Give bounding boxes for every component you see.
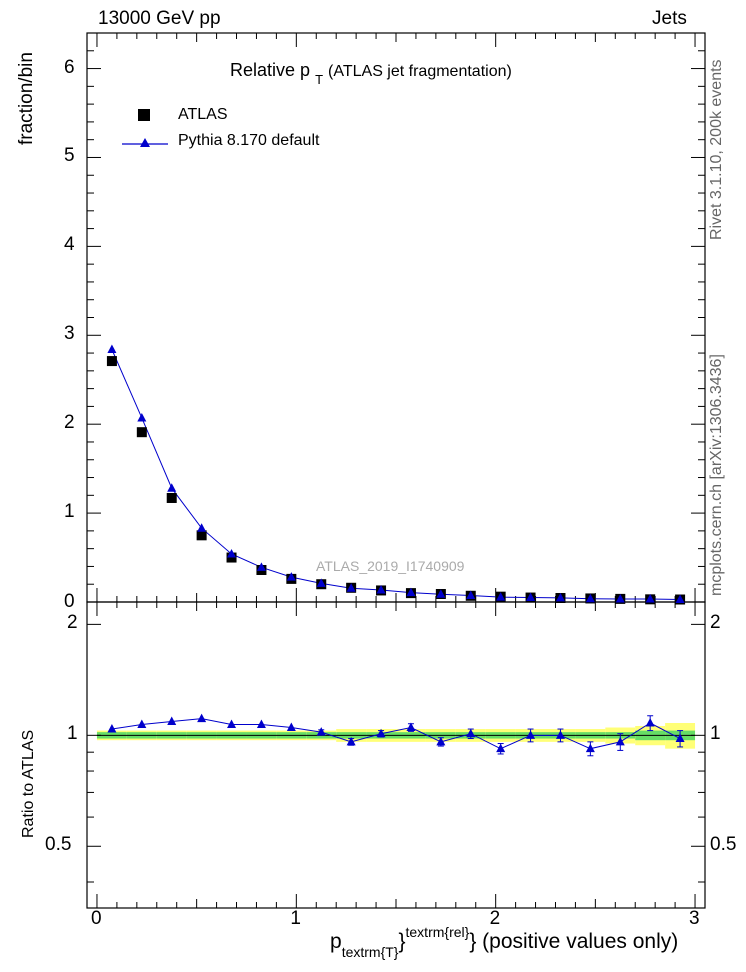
ratio-mc-point (436, 736, 446, 746)
ratio-mc-point (346, 736, 356, 746)
x-label-brace: } (398, 930, 406, 953)
mc-point (555, 592, 565, 602)
header-left: 13000 GeV pp (98, 8, 221, 29)
title-sub: T (315, 72, 324, 87)
ratio-y-tick-label-right: 0.5 (710, 834, 737, 856)
ratio-mc-point (286, 722, 296, 732)
main-y-tick-label: 3 (64, 323, 75, 345)
ratio-y-tick-label: 2 (67, 612, 78, 634)
ratio-mc-point (496, 743, 506, 753)
ratio-mc-point (555, 730, 565, 739)
mc-point (466, 590, 476, 600)
legend-mc-label: Pythia 8.170 default (178, 132, 320, 149)
ratio-mc-point (645, 718, 655, 727)
title-rest: (ATLAS jet fragmentation) (328, 63, 512, 80)
main-y-tick-label: 1 (64, 501, 75, 523)
mc-point (256, 562, 266, 571)
legend-data-marker (138, 109, 150, 121)
ratio-y-tick-label: 1 (67, 723, 78, 745)
ratio-mc-point (585, 743, 595, 753)
mc-point (227, 548, 237, 558)
ratio-mc-point (316, 727, 326, 736)
main-y-tick-label: 0 (64, 591, 75, 612)
mc-point (436, 589, 446, 598)
mc-point (107, 344, 117, 354)
title-main: Relative p (230, 60, 311, 80)
ratio-mc-point (406, 722, 416, 732)
ratio-y-tick-label: 0.5 (45, 834, 72, 856)
x-label-sup: textrm{rel} (405, 924, 470, 940)
ratio-mc-point (227, 719, 237, 728)
mc-point (675, 594, 685, 604)
ratio-mc-point (256, 719, 266, 728)
mc-line (111, 349, 681, 601)
x-tick-label: 0 (90, 908, 102, 929)
header-right: Jets (652, 8, 687, 29)
ratio-mc-line (111, 718, 681, 750)
ratio-plot-border (86, 601, 706, 909)
mc-point (645, 593, 655, 603)
atlas-point (106, 356, 117, 367)
x-axis-label: ptextrm{T}}textrm{rel}} (positive values… (330, 924, 679, 960)
atlas-point (196, 530, 207, 541)
main-y-tick-label: 5 (64, 145, 75, 167)
mc-point (585, 593, 595, 603)
mc-point (167, 483, 177, 492)
atlas-point (166, 492, 177, 503)
mc-point (137, 412, 147, 422)
x-label-sub: textrm{T} (341, 944, 399, 960)
mc-point (615, 593, 625, 603)
mc-point (316, 578, 326, 587)
main-y-tick-label: 6 (64, 56, 75, 78)
ratio-mc-point (675, 733, 685, 743)
ratio-mc-point (197, 713, 207, 723)
ratio-mc-point (107, 724, 117, 733)
mc-point (496, 592, 506, 601)
ratio-mc-point (615, 736, 625, 746)
mc-point (286, 572, 296, 581)
atlas-point (226, 552, 237, 563)
ratio-mc-point (466, 728, 476, 738)
x-tick-label: 1 (290, 908, 301, 929)
mc-point (526, 592, 536, 601)
mc-point (376, 584, 386, 594)
main-plot-border (86, 32, 706, 603)
mc-point (346, 583, 356, 592)
x-label-rest: } (positive values only) (469, 930, 679, 953)
ratio-mc-point (526, 730, 536, 739)
main-y-tick-label: 4 (64, 234, 75, 256)
legend-data-label: ATLAS (178, 106, 228, 123)
main-y-tick-label: 2 (64, 412, 75, 434)
ratio-y-tick-label-right: 1 (710, 723, 721, 745)
ratio-mc-point (376, 728, 386, 738)
x-label-p: p (330, 930, 342, 953)
mc-point (406, 587, 416, 597)
x-tick-label: 2 (489, 908, 501, 929)
x-tick-label: 3 (689, 908, 700, 929)
ratio-mc-point (167, 716, 177, 726)
ratio-y-tick-label-right: 2 (710, 612, 721, 634)
plot-title: Relative p T (ATLAS jet fragmentation) (230, 60, 512, 87)
watermark: ATLAS_2019_I1740909 (316, 558, 465, 574)
mc-point (197, 523, 207, 532)
atlas-point (136, 427, 147, 438)
ratio-mc-point (137, 719, 147, 728)
